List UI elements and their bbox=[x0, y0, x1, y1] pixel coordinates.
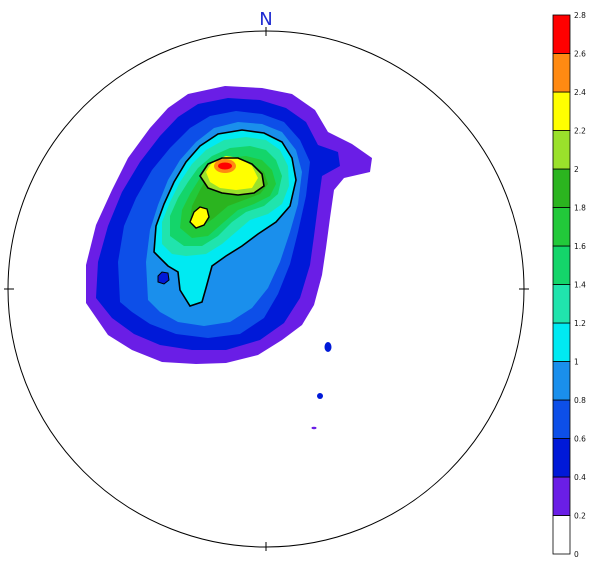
contour-line-2.0 bbox=[199, 157, 265, 196]
colorbar-bin bbox=[552, 130, 571, 170]
colorbar-bin bbox=[552, 438, 571, 478]
colorbar-tick-label: 0 bbox=[574, 550, 579, 559]
colorbar-bin bbox=[552, 284, 571, 324]
colorbar-bin bbox=[552, 207, 571, 247]
colorbar-tick-label: 1.6 bbox=[574, 242, 586, 251]
colorbar-bin bbox=[552, 322, 571, 362]
colorbar-tick-label: 1 bbox=[574, 358, 579, 367]
isolated-point-2 bbox=[317, 393, 323, 399]
colorbar-tick-label: 2 bbox=[574, 165, 579, 174]
contour-line-1.0 bbox=[153, 129, 297, 307]
colorbar-tick-label: 2.4 bbox=[574, 88, 586, 97]
colorbar-tick-label: 0.8 bbox=[574, 396, 586, 405]
contour-line-secondary bbox=[189, 206, 210, 229]
colorbar-tick-label: 2.2 bbox=[574, 127, 586, 136]
colorbar-bin bbox=[552, 53, 571, 93]
colorbar-tick-label: 0.2 bbox=[574, 512, 586, 521]
colorbar-bin bbox=[552, 399, 571, 439]
contour-line-hole bbox=[157, 271, 170, 285]
colorbar-bin bbox=[552, 168, 571, 208]
north-label: N bbox=[259, 9, 272, 30]
hole-feature bbox=[158, 272, 169, 284]
contour-band-2.6 bbox=[218, 162, 232, 170]
isolated-point-1 bbox=[324, 342, 332, 352]
colorbar-bin bbox=[552, 476, 571, 516]
colorbar-bin bbox=[552, 361, 571, 401]
isolated-point-3 bbox=[311, 426, 317, 430]
colorbar-bin bbox=[552, 91, 571, 131]
colorbar-tick-label: 0.4 bbox=[574, 473, 586, 482]
colorbar-tick-label: 1.4 bbox=[574, 281, 586, 290]
colorbar-tick-label: 2.8 bbox=[574, 11, 586, 20]
colorbar-tick-label: 1.2 bbox=[574, 319, 586, 328]
density-contours bbox=[86, 86, 372, 430]
colorbar-tick-label: 1.8 bbox=[574, 204, 586, 213]
colorbar-bin bbox=[552, 515, 571, 555]
colorbar-tick-label: 2.6 bbox=[574, 50, 586, 59]
colorbar-bin bbox=[552, 14, 571, 54]
colorbar-tick-label: 0.6 bbox=[574, 435, 586, 444]
colorbar-bin bbox=[552, 245, 571, 285]
colorbar: 0 0.2 0.4 0.6 0.8 1 1.2 1.4 1.6 1.8 2 2.2 2.4 2.6 2.8 bbox=[552, 11, 586, 559]
